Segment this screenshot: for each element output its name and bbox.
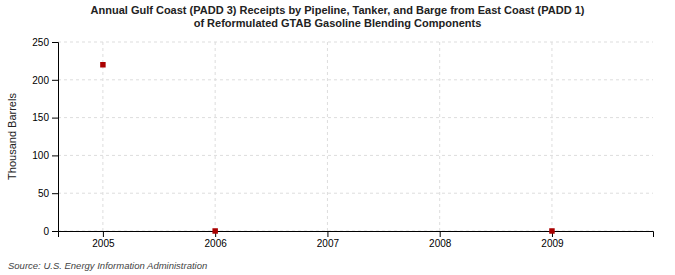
y-tick: 50 xyxy=(38,188,58,199)
y-tick-label: 0 xyxy=(43,226,49,237)
point xyxy=(549,228,554,233)
x-grid-line xyxy=(102,42,103,231)
y-tick: 0 xyxy=(43,226,58,237)
y-grid-line xyxy=(58,155,653,156)
x-tick-mark xyxy=(103,231,104,237)
y-tick-mark xyxy=(52,42,58,43)
y-tick-mark xyxy=(52,155,58,156)
x-tick-label: 2006 xyxy=(205,238,228,249)
x-tick: 2005 xyxy=(92,231,115,249)
y-tick: 100 xyxy=(32,150,58,161)
y-tick-label: 150 xyxy=(32,112,49,123)
x-tick: 2007 xyxy=(317,231,340,249)
x-grid-line xyxy=(215,42,216,231)
x-tick-label: 2008 xyxy=(429,238,452,249)
y-tick-label: 50 xyxy=(38,188,50,199)
x-grid-line xyxy=(551,42,552,231)
y-grid-line xyxy=(58,79,653,80)
y-tick-label: 100 xyxy=(32,150,49,161)
x-tick-label: 2005 xyxy=(92,238,115,249)
x-tick: 2008 xyxy=(429,231,452,249)
annotation: Source: U.S. Energy Information Administ… xyxy=(8,260,207,271)
y-axis-label: Thousand Barrels xyxy=(6,93,18,180)
y-axis: 0 50 100 150 200 250 xyxy=(32,37,58,237)
x-grid-line xyxy=(327,42,328,231)
chart: Annual Gulf Coast (PADD 3) Receipts by P… xyxy=(0,0,675,275)
x-tick-label: 2009 xyxy=(541,238,564,249)
y-tick: 150 xyxy=(32,112,58,123)
point xyxy=(212,228,217,233)
y-tick-mark xyxy=(52,193,58,194)
y-tick-mark xyxy=(52,80,58,81)
x-tick-mark xyxy=(440,231,441,237)
y-grid-line xyxy=(58,117,653,118)
y-tick-mark xyxy=(52,231,58,232)
x-tick-label: 2007 xyxy=(317,238,340,249)
y-tick-mark xyxy=(52,118,58,119)
plot-area: 2005 2006 2007 2008 2009 0 50 100 150 200 250 xyxy=(32,37,653,249)
x-axis: 2005 2006 2007 2008 2009 xyxy=(59,231,654,249)
points xyxy=(100,62,555,234)
title: Annual Gulf Coast (PADD 3) Receipts by P… xyxy=(91,4,585,29)
x-tick-mark xyxy=(327,231,328,237)
y-axis-line xyxy=(52,43,59,232)
y-tick: 250 xyxy=(32,37,58,48)
y-tick-label: 200 xyxy=(32,75,49,86)
x-axis-line xyxy=(59,232,654,238)
y-grid-line xyxy=(58,42,653,43)
y-grid-line xyxy=(58,193,653,194)
y-tick-label: 250 xyxy=(32,37,49,48)
x-grid-line xyxy=(439,42,440,231)
y-tick: 200 xyxy=(32,75,58,86)
point xyxy=(100,62,105,67)
grid xyxy=(58,42,653,231)
